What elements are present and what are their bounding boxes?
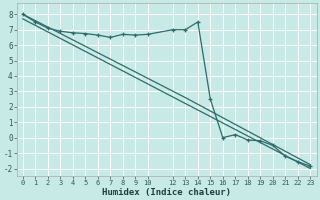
X-axis label: Humidex (Indice chaleur): Humidex (Indice chaleur) [102, 188, 231, 197]
